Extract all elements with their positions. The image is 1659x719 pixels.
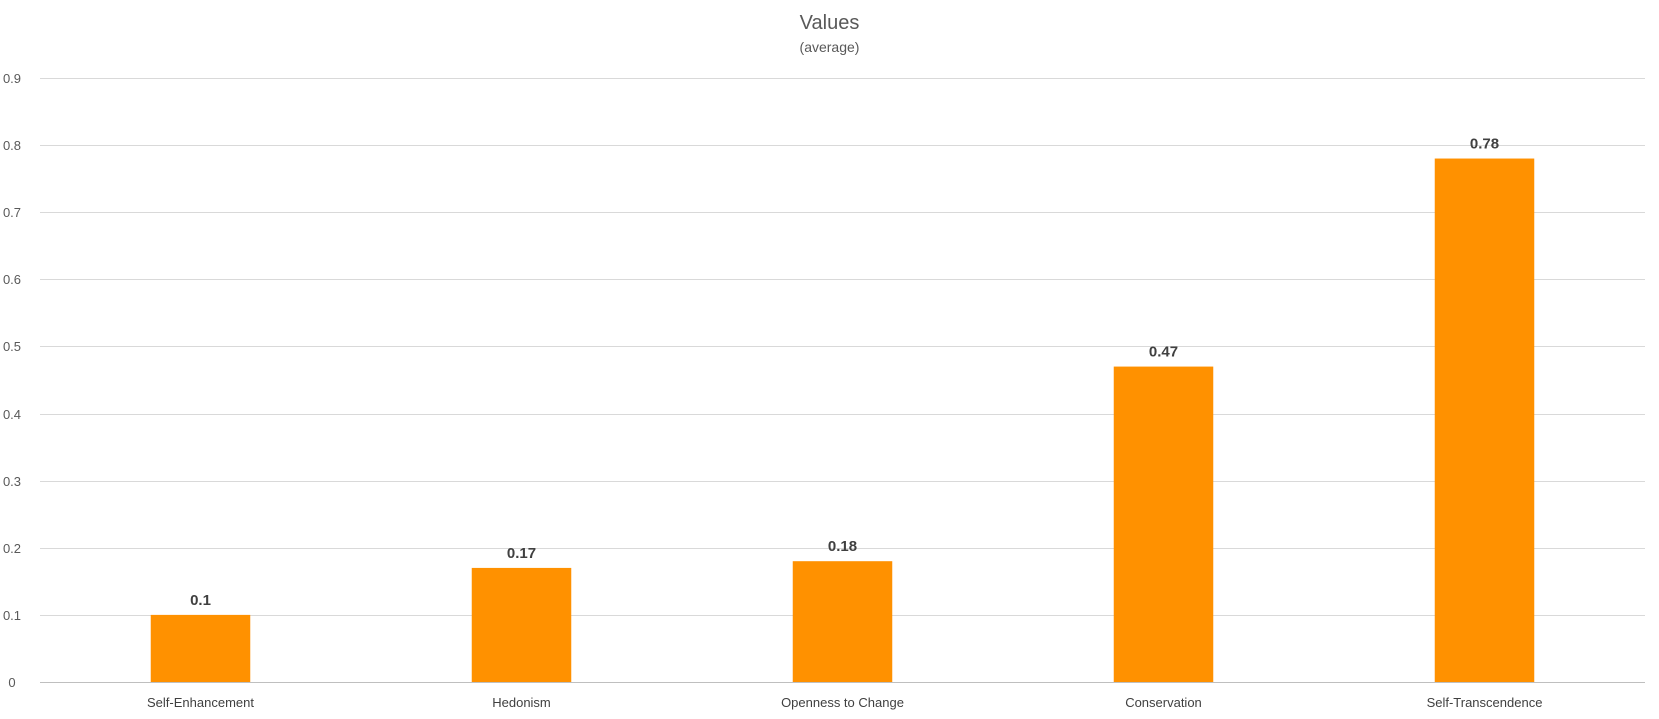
y-tick-label: 0.5	[3, 339, 21, 354]
chart-title: Values	[800, 12, 860, 34]
x-axis-categories: Self-Enhancement Hedonism Openness to Chan…	[147, 695, 1542, 710]
y-tick-label: 0.3	[3, 474, 21, 489]
bar-conservation	[1113, 366, 1214, 682]
y-tick-label: 0.8	[3, 138, 21, 153]
bar-hedonism	[471, 567, 572, 682]
data-label: 0.78	[1470, 136, 1499, 153]
y-tick-label: 0.1	[3, 608, 21, 623]
y-tick-label: 0.9	[3, 71, 21, 86]
data-label: 0.17	[507, 545, 536, 562]
x-category-label: Self-Enhancement	[147, 695, 254, 710]
gridlines	[40, 78, 1645, 683]
y-tick-label: 0.7	[3, 205, 21, 220]
y-tick-label: 0.6	[3, 272, 21, 287]
y-tick-label: 0	[8, 675, 15, 690]
data-label: 0.1	[190, 592, 211, 609]
x-category-label: Conservation	[1125, 695, 1202, 710]
chart-subtitle: (average)	[800, 39, 860, 55]
x-category-label: Openness to Change	[781, 695, 904, 710]
bar-self-enhancement	[150, 614, 251, 682]
data-label: 0.47	[1149, 344, 1178, 361]
data-labels: 0.1 0.17 0.18 0.47 0.78	[190, 136, 1499, 609]
x-category-label: Self-Transcendence	[1427, 695, 1543, 710]
bar-series	[150, 158, 1535, 683]
data-label: 0.18	[828, 538, 857, 555]
bar-openness-to-change	[792, 561, 893, 682]
y-axis-ticks: 0 0.1 0.2 0.3 0.4 0.5 0.6 0.7 0.8 0.9	[3, 71, 21, 690]
bar-self-transcendence	[1434, 158, 1535, 683]
x-category-label: Hedonism	[492, 695, 551, 710]
y-tick-label: 0.4	[3, 407, 21, 422]
y-tick-label: 0.2	[3, 541, 21, 556]
